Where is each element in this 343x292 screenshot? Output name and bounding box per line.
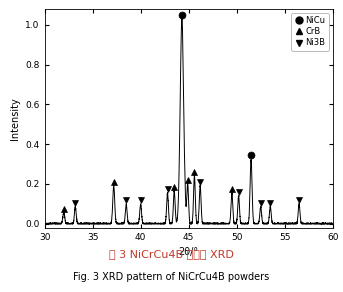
Y-axis label: Intensity: Intensity [10,97,20,140]
Text: 图 3 NiCrCu4B 粉末的 XRD: 图 3 NiCrCu4B 粉末的 XRD [109,249,234,259]
Text: Fig. 3 XRD pattern of NiCrCu4B powders: Fig. 3 XRD pattern of NiCrCu4B powders [73,272,270,282]
Legend: NiCu, CrB, Ni3B: NiCu, CrB, Ni3B [291,13,329,51]
X-axis label: 2θ/°: 2θ/° [179,247,199,257]
